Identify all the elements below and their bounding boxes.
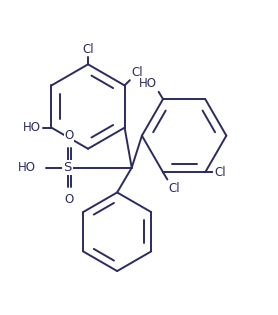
Text: HO: HO [139, 77, 157, 90]
Text: S: S [63, 161, 72, 174]
Text: Cl: Cl [131, 66, 143, 79]
Text: Cl: Cl [214, 166, 226, 179]
Text: O: O [64, 193, 74, 206]
Text: Cl: Cl [82, 43, 94, 55]
Text: HO: HO [18, 161, 36, 174]
Text: Cl: Cl [169, 181, 180, 195]
Text: O: O [64, 129, 74, 142]
Text: HO: HO [23, 121, 41, 134]
